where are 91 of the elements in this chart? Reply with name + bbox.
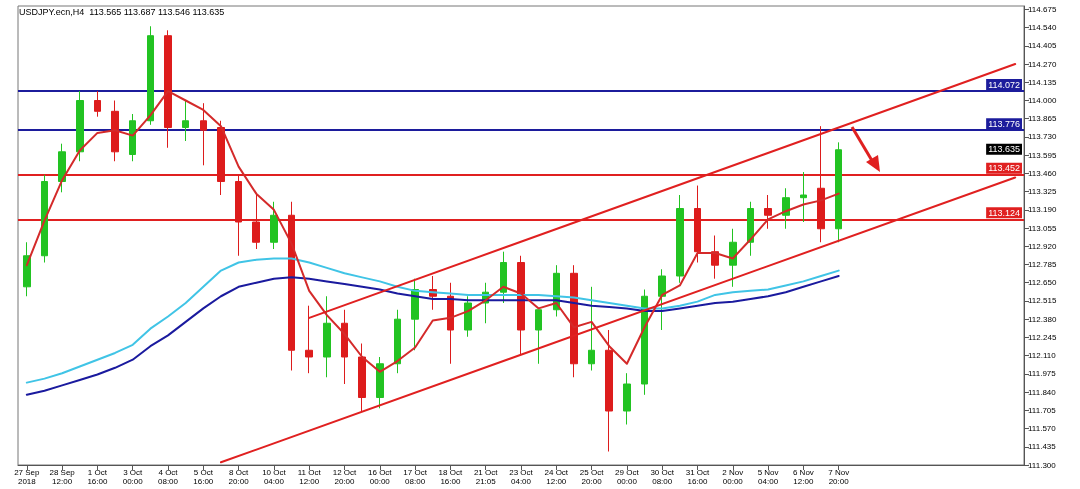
candlestick bbox=[200, 102, 207, 166]
y-tick-label: 111.435 bbox=[1028, 442, 1057, 452]
x-tick-label: 4 Oct 08:00 bbox=[158, 468, 179, 486]
candlestick bbox=[58, 143, 66, 193]
chart-title: USDJPY.ecn,H4 113.565 113.687 113.546 113.635 bbox=[19, 6, 225, 17]
x-tick-label: 31 Oct 16:00 bbox=[685, 468, 711, 486]
annotation: 113.635 bbox=[988, 144, 1021, 155]
ref-line-label: 113.124 bbox=[988, 207, 1020, 218]
y-tick-label: 114.540 bbox=[1028, 23, 1057, 33]
candlestick bbox=[676, 194, 684, 284]
x-tick-label: 23 Oct 04:00 bbox=[509, 468, 534, 486]
candlestick bbox=[270, 201, 278, 250]
x-tick-label: 1 Oct 16:00 bbox=[87, 468, 108, 486]
x-tick-label: 10 Oct 04:00 bbox=[262, 468, 287, 486]
line-series bbox=[25, 275, 840, 396]
candlestick bbox=[111, 100, 119, 162]
x-tick-label: 2 Nov 00:00 bbox=[722, 468, 744, 486]
x-tick-label: 24 Oct 12:00 bbox=[544, 468, 569, 486]
y-tick-label: 112.920 bbox=[1028, 241, 1057, 251]
x-tick-label: 5 Oct 16:00 bbox=[193, 468, 214, 486]
y-tick-label: 111.840 bbox=[1028, 387, 1057, 397]
x-tick-label: 6 Nov 12:00 bbox=[792, 468, 814, 486]
candlestick bbox=[376, 356, 384, 409]
candlestick bbox=[41, 174, 48, 263]
x-tick-label: 21 Oct 21:05 bbox=[473, 468, 499, 486]
candlestick bbox=[447, 282, 454, 365]
y-tick-label: 114.135 bbox=[1028, 77, 1057, 87]
candlestick bbox=[182, 100, 189, 142]
x-tick-label: 17 Oct 08:00 bbox=[403, 468, 428, 486]
candlestick bbox=[323, 295, 331, 378]
ref-line-label: 114.072 bbox=[988, 79, 1020, 90]
x-tick-label: 12 Oct 20:00 bbox=[332, 468, 358, 486]
y-tick-label: 112.245 bbox=[1028, 332, 1057, 342]
y-tick-label: 113.460 bbox=[1028, 168, 1057, 178]
candlestick bbox=[588, 286, 595, 371]
x-tick-label: 16 Oct 00:00 bbox=[368, 468, 393, 486]
candlestick bbox=[535, 309, 542, 365]
y-tick-label: 113.325 bbox=[1028, 187, 1057, 197]
y-tick-label: 111.300 bbox=[1028, 460, 1057, 470]
ref-line-label: 113.452 bbox=[988, 163, 1020, 174]
y-tick-label: 113.865 bbox=[1028, 114, 1057, 124]
y-tick-label: 114.405 bbox=[1028, 41, 1057, 51]
x-tick-label: 3 Oct 00:00 bbox=[122, 468, 144, 486]
candlestick bbox=[623, 372, 631, 425]
candlestick bbox=[164, 29, 172, 149]
y-tick-label: 111.975 bbox=[1028, 369, 1057, 379]
candlestick bbox=[747, 201, 754, 257]
candlestick bbox=[94, 90, 101, 118]
x-tick-label: 8 Oct 20:00 bbox=[228, 468, 250, 486]
x-tick-label: 30 Oct 08:00 bbox=[650, 468, 675, 486]
y-tick-label: 113.190 bbox=[1028, 205, 1057, 215]
candlestick bbox=[358, 343, 366, 412]
y-tick-label: 112.650 bbox=[1028, 278, 1057, 288]
candlestick bbox=[76, 90, 84, 162]
ref-line-label: 113.776 bbox=[988, 118, 1020, 129]
candlestick bbox=[641, 289, 648, 396]
y-tick-label: 112.515 bbox=[1028, 296, 1057, 306]
candlestick bbox=[764, 194, 772, 230]
x-tick-label: 27 Sep 2018 bbox=[14, 468, 41, 486]
candlestick bbox=[500, 251, 507, 304]
x-tick-label: 7 Nov 20:00 bbox=[828, 468, 850, 486]
y-tick-label: 111.570 bbox=[1028, 424, 1057, 434]
candlestick bbox=[394, 309, 401, 374]
x-tick-label: 28 Sep 12:00 bbox=[49, 468, 76, 486]
y-tick-label: 113.595 bbox=[1028, 150, 1057, 160]
candlestick bbox=[464, 295, 472, 338]
candlestick bbox=[835, 141, 842, 243]
x-tick-label: 11 Oct 12:00 bbox=[297, 468, 322, 486]
y-tick-label: 112.785 bbox=[1028, 260, 1057, 270]
candlestick bbox=[341, 309, 348, 385]
y-tick-label: 113.730 bbox=[1028, 132, 1057, 142]
y-tick-label: 114.675 bbox=[1028, 4, 1057, 14]
x-tick-label: 18 Oct 16:00 bbox=[438, 468, 463, 486]
x-tick-label: 29 Oct 00:00 bbox=[615, 468, 640, 486]
x-tick-label: 5 Nov 04:00 bbox=[757, 468, 779, 486]
candlestick bbox=[129, 113, 136, 162]
candlestick bbox=[729, 228, 737, 288]
y-tick-label: 111.705 bbox=[1028, 405, 1057, 415]
x-tick-label: 25 Oct 20:00 bbox=[579, 468, 605, 486]
candlestick bbox=[605, 329, 613, 452]
candlestick bbox=[570, 264, 578, 378]
y-tick-label: 112.380 bbox=[1028, 314, 1057, 324]
y-tick-label: 112.110 bbox=[1028, 351, 1057, 361]
candlestick bbox=[800, 171, 807, 223]
y-tick-label: 114.270 bbox=[1028, 59, 1057, 69]
y-tick-label: 114.000 bbox=[1028, 96, 1057, 105]
candlestick bbox=[658, 268, 666, 331]
y-tick-label: 113.055 bbox=[1028, 223, 1057, 233]
candlestick bbox=[517, 255, 525, 355]
candlestick bbox=[147, 25, 154, 126]
line-series bbox=[25, 257, 840, 384]
